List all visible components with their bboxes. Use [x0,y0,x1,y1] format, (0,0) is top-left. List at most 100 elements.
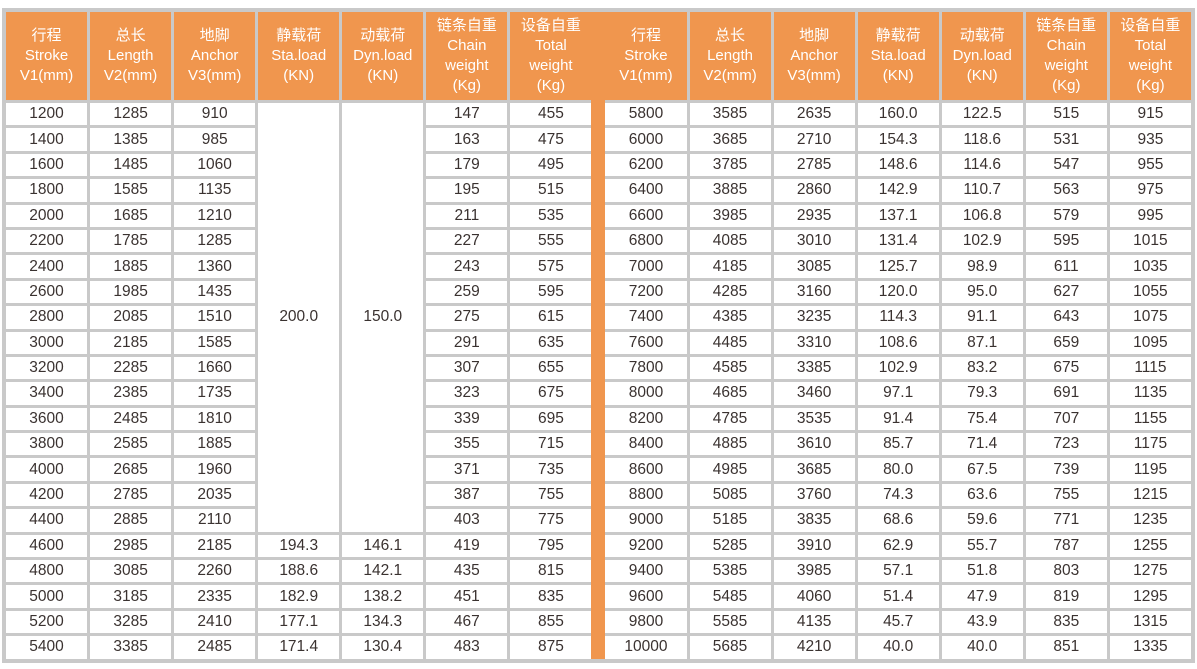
table-cell: 1360 [174,255,256,278]
table-cell: 134.3 [342,610,424,634]
table-cell: 2685 [90,458,172,481]
table-cell: 875 [510,636,592,659]
table-cell: 3200 [6,356,88,380]
table-cell: 9800 [605,610,687,634]
table-cell: 3085 [773,255,855,278]
table-cell: 3800 [6,433,88,456]
column-header-totalweight-right: 设备自重 Total weight (Kg) [1109,12,1191,100]
table-cell: 355 [426,433,508,456]
table-cell: 6800 [605,229,687,253]
table-cell: 4185 [689,255,771,278]
table-cell: 118.6 [941,128,1023,151]
table-cell: 995 [1109,204,1191,227]
table-cell: 4285 [689,280,771,304]
table-cell: 3985 [773,560,855,583]
table-cell: 2385 [90,382,172,405]
table-cell: 1385 [90,128,172,151]
table-cell: 57.1 [857,560,939,583]
table-row: 2400 1885 1360 243 575 7000 4185 3085 125.7 98.9 6… [6,255,1191,278]
table-cell: 79.3 [941,382,1023,405]
table-cell: 6400 [605,179,687,202]
table-cell: 120.0 [857,280,939,304]
table-cell: 815 [510,560,592,583]
table-cell: 3310 [773,331,855,354]
table-cell: 2285 [90,356,172,380]
table-cell: 1600 [6,153,88,177]
table-cell: 4135 [773,610,855,634]
table-cell: 2985 [90,534,172,558]
table-cell: 2000 [6,204,88,227]
table-cell: 955 [1109,153,1191,177]
table-cell: 467 [426,610,508,634]
table-cell: 74.3 [857,483,939,507]
table-cell: 1115 [1109,356,1191,380]
table-row: 4400 2885 2110 403 775 9000 5185 3835 68.6 59.6 77… [6,509,1191,532]
table-cell: 4600 [6,534,88,558]
table-cell: 475 [510,128,592,151]
table-cell: 6600 [605,204,687,227]
table-cell: 9400 [605,560,687,583]
table-cell: 98.9 [941,255,1023,278]
column-header-staload-right: 静载荷 Sta.load (KN) [857,12,939,100]
table-cell: 8400 [605,433,687,456]
table-cell: 2200 [6,229,88,253]
table-cell: 715 [510,433,592,456]
table-cell: 755 [510,483,592,507]
column-header-dynload-right: 动载荷 Dyn.load (KN) [941,12,1023,100]
table-cell: 4000 [6,458,88,481]
column-header-staload-left: 静载荷 Sta.load (KN) [258,12,340,100]
table-cell: 83.2 [941,356,1023,380]
table-row: 2800 2085 1510 275 615 7400 4385 3235 114.3 91.1 6… [6,306,1191,329]
table-cell: 97.1 [857,382,939,405]
table-cell: 2110 [174,509,256,532]
table-cell: 138.2 [342,585,424,608]
table-cell: 819 [1025,585,1107,608]
table-cell: 1235 [1109,509,1191,532]
table-cell: 535 [510,204,592,227]
table-cell: 163 [426,128,508,151]
table-cell: 122.5 [941,103,1023,126]
table-cell: 3160 [773,280,855,304]
table-row: 3400 2385 1735 323 675 8000 4685 3460 97.1 79.3 69… [6,382,1191,405]
table-cell: 8600 [605,458,687,481]
table-cell: 1255 [1109,534,1191,558]
table-cell: 771 [1025,509,1107,532]
table-cell: 1155 [1109,407,1191,431]
table-cell: 739 [1025,458,1107,481]
table-cell: 71.4 [941,433,1023,456]
table-cell: 275 [426,306,508,329]
table-cell: 291 [426,331,508,354]
table-cell: 775 [510,509,592,532]
column-header-length-left: 总长 Length V2(mm) [90,12,172,100]
table-row: 5200 3285 2410 177.1 134.3 467 855 9800 5585 4135… [6,610,1191,634]
table-cell: 2800 [6,306,88,329]
column-header-totalweight-left: 设备自重 Total weight (Kg) [510,12,592,100]
table-cell: 95.0 [941,280,1023,304]
spec-table: 行程 Stroke V1(mm) 总长 Length V2(mm) 地脚 Anc… [2,8,1195,663]
table-cell: 803 [1025,560,1107,583]
table-cell: 795 [510,534,592,558]
table-cell: 1960 [174,458,256,481]
table-cell: 5000 [6,585,88,608]
table-cell: 7000 [605,255,687,278]
table-cell: 243 [426,255,508,278]
table-body: 行程 Stroke V1(mm) 总长 Length V2(mm) 地脚 Anc… [6,12,1191,659]
table-cell: 3600 [6,407,88,431]
table-cell: 1585 [90,179,172,202]
table-cell: 4085 [689,229,771,253]
table-cell: 9200 [605,534,687,558]
table-cell: 125.7 [857,255,939,278]
table-cell: 595 [510,280,592,304]
table-cell: 695 [510,407,592,431]
table-cell: 635 [510,331,592,354]
table-cell: 43.9 [941,610,1023,634]
table-cell: 147 [426,103,508,126]
table-cell: 1035 [1109,255,1191,278]
table-cell: 3535 [773,407,855,431]
table-row: 4800 3085 2260 188.6 142.1 435 815 9400 5385 3985… [6,560,1191,583]
table-cell: 1175 [1109,433,1191,456]
table-cell: 555 [510,229,592,253]
table-cell: 47.9 [941,585,1023,608]
table-cell: 1485 [90,153,172,177]
table-cell: 4485 [689,331,771,354]
